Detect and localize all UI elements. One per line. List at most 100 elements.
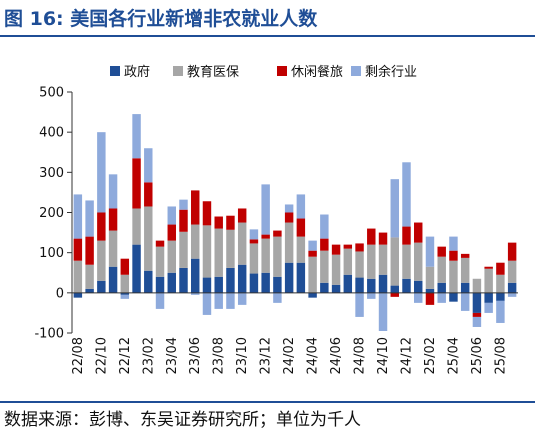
- bar-23-07-s2: [202, 201, 212, 226]
- bar-25-06-s0: [472, 292, 482, 313]
- bar-24-09-s3: [367, 292, 376, 299]
- bar-23-02-s1: [144, 206, 153, 271]
- legend-label-3: 剩余行业: [365, 64, 417, 80]
- stacked-bar-chart: 政府 教育医保 休闲餐旅 剩余行业 -100 0 100 200 300 400 500 22/08…: [34, 64, 518, 374]
- bar-25-08-s3: [496, 300, 505, 323]
- chart-legend: 政府 教育医保 休闲餐旅 剩余行业: [110, 64, 417, 80]
- bar-22-09-s2: [85, 236, 94, 265]
- bar-23-10-s0: [237, 264, 247, 293]
- bar-24-08-s0: [355, 277, 364, 293]
- bar-24-08-s2: [355, 243, 364, 252]
- x-tick-label: 25/06: [470, 337, 485, 374]
- x-tick-label: 24/10: [376, 337, 391, 374]
- bar-22-11-s3: [108, 174, 118, 209]
- bar-22-09-s1: [85, 264, 94, 289]
- bar-22-11-s0: [108, 266, 118, 293]
- bar-25-08-s2: [496, 262, 505, 275]
- x-tick-label: 24/04: [306, 337, 321, 374]
- bar-23-11-s0: [249, 273, 259, 293]
- bar-24-05-s3: [320, 214, 329, 239]
- y-tick-label: 500: [39, 86, 64, 101]
- bar-23-04-s1: [167, 240, 176, 273]
- bar-24-01-s3: [273, 292, 282, 303]
- bar-25-04-s0: [449, 292, 458, 302]
- bar-25-05-s0: [460, 282, 470, 293]
- bar-25-03-s1: [437, 256, 446, 283]
- bar-24-10-s0: [378, 274, 388, 293]
- bar-23-09-s3: [226, 292, 235, 309]
- bar-25-01-s0: [414, 280, 423, 293]
- bar-25-08-s1: [496, 274, 505, 293]
- bar-24-03-s1: [296, 236, 306, 263]
- bar-25-01-s2: [414, 222, 423, 243]
- bar-25-06-s2: [472, 312, 482, 317]
- bar-25-04-s3: [449, 236, 458, 251]
- bar-24-05-s0: [320, 282, 329, 293]
- bar-23-09-s1: [226, 229, 235, 268]
- bar-23-03-s2: [155, 240, 165, 247]
- bar-23-06-s3: [191, 292, 200, 295]
- bar-25-03-s2: [437, 246, 446, 257]
- bar-23-05-s3: [179, 199, 188, 210]
- bar-25-04-s1: [449, 260, 458, 293]
- bar-24-01-s1: [273, 236, 282, 277]
- bar-24-10-s1: [378, 244, 388, 275]
- x-tick-label: 25/08: [493, 337, 508, 374]
- bar-25-01-s3: [414, 292, 423, 303]
- bar-24-04-s2: [308, 250, 317, 257]
- bar-24-10-s2: [378, 232, 388, 245]
- figure-title: 图 16: 美国各行业新增非农就业人数: [4, 8, 318, 30]
- bar-25-02-s3: [425, 236, 435, 267]
- bar-22-12-s1: [120, 274, 130, 293]
- bar-24-09-s1: [367, 244, 376, 279]
- bar-24-11-s0: [390, 285, 399, 293]
- bar-24-07-s1: [343, 248, 353, 275]
- bar-23-03-s1: [155, 246, 165, 277]
- bar-23-11-s2: [249, 239, 259, 244]
- bar-25-09-s1: [507, 260, 517, 283]
- bar-24-12-s2: [402, 226, 411, 245]
- bar-23-01-s1: [132, 208, 141, 245]
- bar-23-05-s0: [179, 267, 188, 293]
- x-tick-label: 23/08: [212, 337, 227, 374]
- bar-24-06-s0: [331, 284, 341, 293]
- bar-24-08-s1: [355, 251, 364, 278]
- bar-25-09-s3: [507, 292, 517, 297]
- bar-24-06-s2: [331, 244, 341, 255]
- bar-23-12-s3: [261, 184, 270, 235]
- bar-23-03-s0: [155, 276, 165, 293]
- x-tick-label: 22/12: [118, 337, 133, 374]
- bar-23-08-s1: [214, 228, 223, 277]
- bar-23-02-s0: [144, 270, 153, 293]
- bar-24-12-s1: [402, 244, 411, 279]
- bar-25-07-s0: [484, 292, 493, 303]
- bar-22-08-s0: [73, 292, 83, 298]
- x-tick-label: 24/08: [353, 337, 368, 374]
- bar-25-07-s3: [484, 302, 493, 313]
- bar-24-07-s2: [343, 244, 353, 249]
- bar-24-03-s2: [296, 218, 306, 237]
- bar-23-07-s1: [202, 225, 212, 278]
- bar-25-03-s0: [437, 282, 446, 293]
- bar-22-08-s2: [73, 238, 83, 261]
- bar-23-10-s1: [237, 222, 247, 265]
- bar-25-05-s2: [460, 253, 470, 258]
- bar-22-12-s2: [120, 258, 130, 275]
- legend-label-1: 教育医保: [187, 64, 239, 80]
- x-tick-label: 24/02: [282, 337, 297, 374]
- bar-24-10-s3: [378, 292, 388, 331]
- bar-22-10-s3: [97, 132, 106, 213]
- bar-23-07-s3: [202, 292, 212, 315]
- bar-25-05-s3: [460, 292, 470, 311]
- x-tick-label: 23/04: [165, 337, 180, 374]
- y-tick-label: 300: [39, 166, 64, 181]
- legend-label-0: 政府: [124, 65, 150, 80]
- bar-23-06-s2: [191, 190, 200, 225]
- bar-24-09-s0: [367, 278, 376, 293]
- bar-24-03-s0: [296, 262, 306, 293]
- bar-24-02-s0: [284, 262, 294, 293]
- bar-25-05-s1: [460, 257, 470, 283]
- bar-25-09-s2: [507, 242, 517, 261]
- x-tick-label: 22/10: [94, 337, 109, 374]
- bar-23-06-s1: [191, 224, 200, 259]
